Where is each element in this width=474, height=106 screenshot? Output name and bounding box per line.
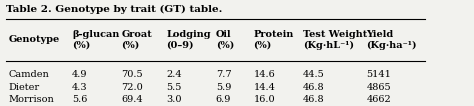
Text: Morrison: Morrison — [9, 95, 54, 104]
Text: 46.8: 46.8 — [303, 83, 325, 92]
Text: 4.9: 4.9 — [72, 70, 88, 79]
Text: 7.7: 7.7 — [216, 70, 231, 79]
Text: 5.5: 5.5 — [166, 83, 182, 92]
Text: Groat
(%): Groat (%) — [121, 30, 152, 50]
Text: 14.4: 14.4 — [254, 83, 275, 92]
Text: Dieter: Dieter — [9, 83, 40, 92]
Text: 44.5: 44.5 — [303, 70, 325, 79]
Text: 72.0: 72.0 — [121, 83, 143, 92]
Text: 4865: 4865 — [366, 83, 391, 92]
Text: Protein
(%): Protein (%) — [254, 30, 294, 50]
Text: 46.8: 46.8 — [303, 95, 325, 104]
Text: 3.0: 3.0 — [166, 95, 182, 104]
Text: Test Weight
(Kg·hL⁻¹): Test Weight (Kg·hL⁻¹) — [303, 30, 367, 50]
Text: Genotype: Genotype — [9, 35, 60, 44]
Text: 2.4: 2.4 — [166, 70, 182, 79]
Text: Lodging
(0–9): Lodging (0–9) — [166, 30, 211, 50]
Text: Camden: Camden — [9, 70, 49, 79]
Text: β-glucan
(%): β-glucan (%) — [72, 30, 119, 50]
Text: Yield
(Kg·ha⁻¹): Yield (Kg·ha⁻¹) — [366, 30, 417, 50]
Text: 69.4: 69.4 — [121, 95, 143, 104]
Text: 5141: 5141 — [366, 70, 392, 79]
Text: 4.3: 4.3 — [72, 83, 88, 92]
Text: 4662: 4662 — [366, 95, 392, 104]
Text: 5.6: 5.6 — [72, 95, 87, 104]
Text: 16.0: 16.0 — [254, 95, 275, 104]
Text: 70.5: 70.5 — [121, 70, 143, 79]
Text: 14.6: 14.6 — [254, 70, 275, 79]
Text: Oil
(%): Oil (%) — [216, 30, 234, 50]
Text: 6.9: 6.9 — [216, 95, 231, 104]
Text: Table 2. Genotype by trait (GT) table.: Table 2. Genotype by trait (GT) table. — [6, 4, 222, 14]
Text: 5.9: 5.9 — [216, 83, 231, 92]
